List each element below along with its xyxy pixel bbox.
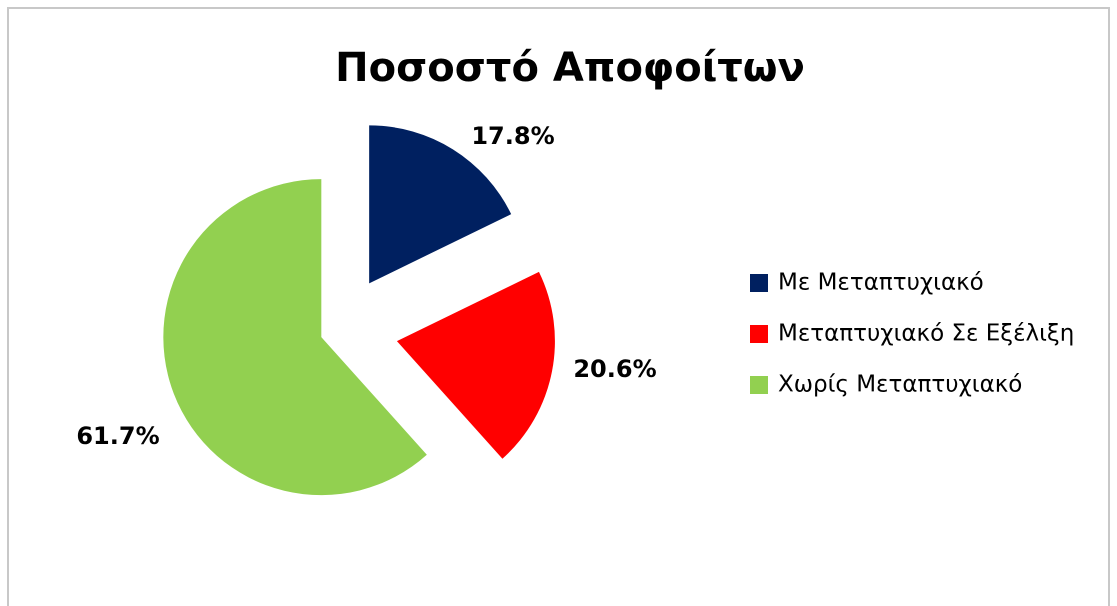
legend-label: Μεταπτυχιακό Σε Εξέλιξη (778, 321, 1074, 347)
data-label: 20.6% (573, 355, 656, 383)
chart-title: Ποσοστό Αποφοίτων (335, 45, 805, 91)
legend-label: Με Μεταπτυχιακό (778, 270, 984, 296)
legend-swatch (750, 325, 768, 343)
data-label: 17.8% (471, 122, 554, 150)
pie-slice (163, 179, 427, 496)
legend-label: Χωρίς Μεταπτυχιακό (778, 372, 1022, 398)
data-label: 61.7% (76, 422, 159, 450)
pie-slice (369, 125, 512, 284)
legend-swatch (750, 274, 768, 292)
pie-slice (396, 271, 555, 459)
legend-swatch (750, 376, 768, 394)
